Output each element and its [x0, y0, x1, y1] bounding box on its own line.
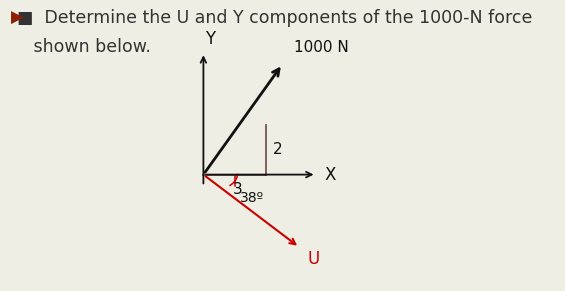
Text: 2: 2 — [273, 142, 282, 157]
Text: U: U — [308, 250, 320, 268]
Text: ▶: ▶ — [11, 9, 24, 27]
Text: shown below.: shown below. — [17, 38, 151, 56]
Text: ■  Determine the U and Y components of the 1000-N force: ■ Determine the U and Y components of th… — [17, 9, 532, 27]
Text: X: X — [325, 166, 336, 184]
Text: Y: Y — [205, 30, 215, 48]
Text: 38º: 38º — [240, 191, 264, 205]
Text: 3: 3 — [233, 182, 242, 197]
Text: 1000 N: 1000 N — [294, 40, 349, 55]
